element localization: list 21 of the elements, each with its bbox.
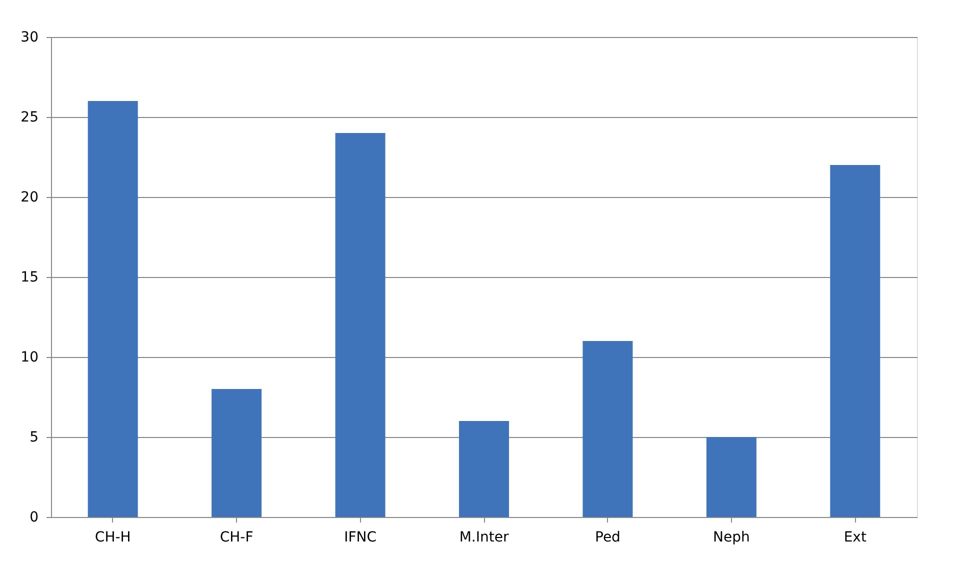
bar xyxy=(335,133,386,517)
x-tick-label: CH-H xyxy=(94,530,131,546)
x-tick-label: CH-F xyxy=(220,530,254,546)
bar xyxy=(706,437,756,517)
bar xyxy=(582,341,633,517)
bar xyxy=(459,421,509,517)
y-tick-label: 15 xyxy=(20,270,38,286)
y-tick-label: 5 xyxy=(30,430,38,446)
y-tick-label: 10 xyxy=(20,350,38,366)
x-tick-label: IFNC xyxy=(344,530,377,546)
x-tick-label: M.Inter xyxy=(459,530,509,546)
x-tick-label: Neph xyxy=(713,530,750,546)
x-tick-label: Ped xyxy=(594,530,620,546)
y-tick-label: 0 xyxy=(30,510,38,526)
bar xyxy=(830,165,880,517)
y-tick-label: 25 xyxy=(20,110,38,126)
bar xyxy=(88,101,138,517)
y-tick-label: 20 xyxy=(20,190,38,206)
bar xyxy=(212,389,262,517)
y-tick-label: 30 xyxy=(20,30,38,46)
x-tick-label: Ext xyxy=(844,530,867,546)
